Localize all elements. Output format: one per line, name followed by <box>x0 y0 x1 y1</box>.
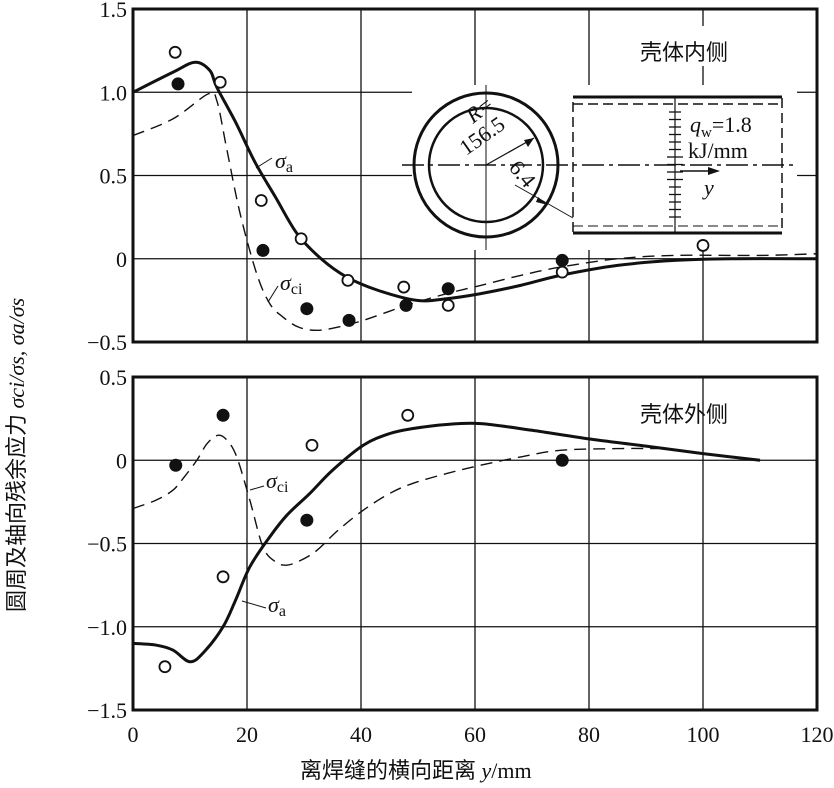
sigma-ci-label-bottom: σci <box>266 468 289 496</box>
plot-frame <box>131 375 819 712</box>
title-bg-top <box>600 26 780 66</box>
panel-title-inner: 壳体内侧 <box>640 40 728 65</box>
open-circle-marker <box>216 570 230 584</box>
y-tick-label: 0 <box>116 247 127 272</box>
sigma-a-leader-bottom <box>241 600 267 609</box>
filled-circle-marker <box>399 298 413 312</box>
series-layer <box>132 45 818 674</box>
y-tick-label: −0.5 <box>87 532 127 557</box>
x-tick-label: 120 <box>801 722 834 747</box>
tick-labels: 1.5 1.0 0.5 0 −0.5 0 20 40 60 80 100 120 0.5 0 −0.5 −1.… <box>87 0 833 747</box>
y-tick-label: 0.5 <box>100 164 128 189</box>
radius-arrowhead <box>524 138 534 147</box>
y-arrowhead <box>708 167 720 175</box>
filled-circle-marker <box>300 302 314 316</box>
y-tick-label: −1.5 <box>87 698 127 723</box>
open-circle-marker <box>397 280 411 294</box>
series-line-sigma-a <box>132 421 761 664</box>
filled-circle-marker <box>216 408 230 422</box>
open-circle-marker <box>294 232 308 246</box>
x-axis-label: 离焊缝的横向距离 y/mm <box>300 758 532 783</box>
y-tick-label: 0 <box>116 448 127 473</box>
open-circle-marker <box>341 273 355 287</box>
filled-circle-marker <box>300 513 314 527</box>
inset-background <box>412 85 797 250</box>
filled-circle-marker <box>169 458 183 472</box>
grid-bottom <box>131 375 819 712</box>
sigma-a-label-top: σa <box>275 148 293 176</box>
sigma-ci-label-top: σci <box>280 270 303 298</box>
x-tick-label: 0 <box>128 722 139 747</box>
open-circle-marker <box>401 408 415 422</box>
sigma-ci-leader-bottom <box>249 485 265 491</box>
filled-circle-marker <box>256 243 270 257</box>
x-tick-label: 20 <box>236 722 258 747</box>
heat-input-label: qw=1.8 <box>690 112 752 141</box>
y-tick-label: −0.5 <box>87 330 127 355</box>
filled-circle-marker <box>441 282 455 296</box>
y-tick-label: 0.5 <box>100 365 128 390</box>
heat-input-unit: kJ/mm <box>688 138 748 163</box>
y-tick-label: −1.0 <box>87 615 127 640</box>
sigma-a-label-bottom: σa <box>268 592 286 620</box>
thickness-arrowhead <box>536 197 548 205</box>
open-circle-marker <box>158 660 172 674</box>
filled-circle-marker <box>342 313 356 327</box>
open-circle-marker <box>168 45 182 59</box>
filled-circle-marker <box>555 253 569 267</box>
x-tick-label: 40 <box>350 722 372 747</box>
panel-title-outer: 壳体外侧 <box>640 402 728 427</box>
plot-frame <box>131 7 819 344</box>
open-circle-marker <box>305 438 319 452</box>
sigma-a-leader-top <box>255 157 273 169</box>
open-circle-marker <box>254 194 268 207</box>
y-tick-label: 1.0 <box>100 80 128 105</box>
sigma-ci-leader-top <box>267 285 279 303</box>
series-line-sigma-ci <box>132 434 658 566</box>
open-circle-marker <box>555 265 569 279</box>
inset-y-label: y <box>702 175 714 200</box>
filled-circle-marker <box>171 77 185 91</box>
open-circle-marker <box>213 75 227 89</box>
pipe-section <box>572 96 783 234</box>
x-tick-label: 100 <box>687 722 720 747</box>
x-tick-label: 60 <box>464 722 486 747</box>
filled-circle-marker <box>555 453 569 467</box>
y-axis-label: 圆周及轴向残余应力 σci/σs, σa/σs <box>4 298 29 612</box>
thickness-leader <box>514 184 574 219</box>
open-circle-marker <box>441 298 455 312</box>
open-circle-marker <box>696 239 710 252</box>
weld-heat-ticks <box>667 111 683 218</box>
x-tick-label: 80 <box>578 722 600 747</box>
weld-geometry-inset: R= 156.5 6.4 qw=1.8 kJ/mm y <box>402 85 797 250</box>
y-tick-label: 1.5 <box>100 0 128 22</box>
